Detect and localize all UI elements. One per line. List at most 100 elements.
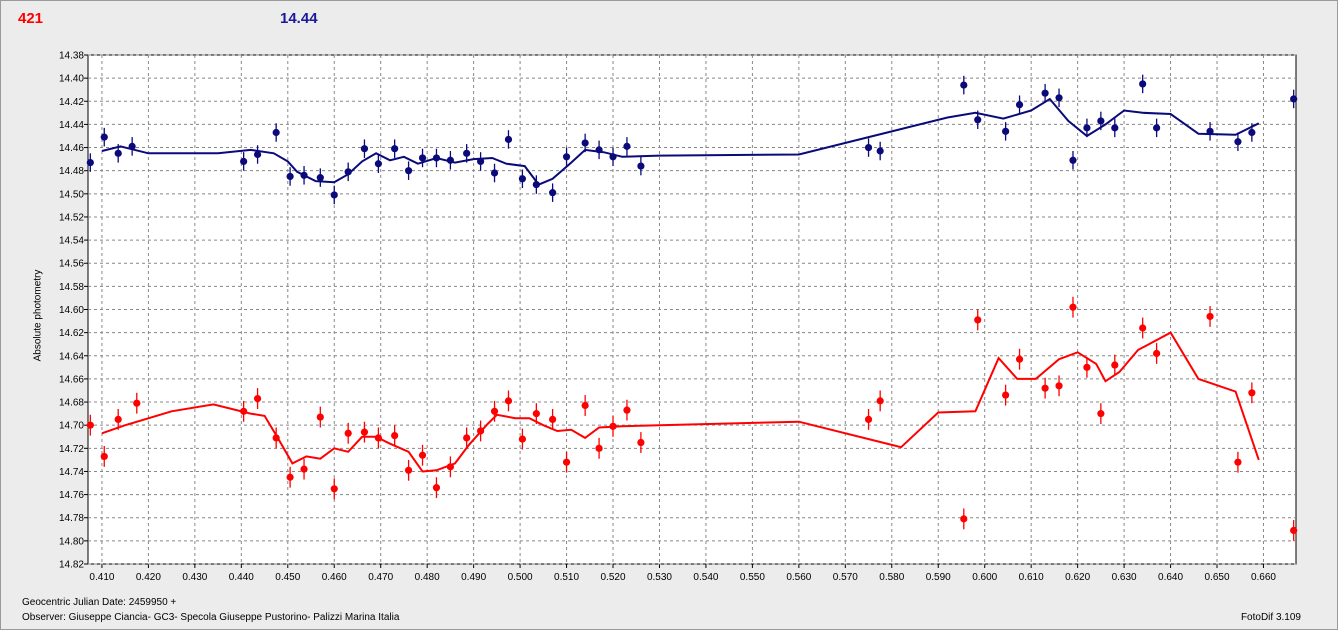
observation-count: 421 — [18, 10, 44, 27]
y-tick-label: 14.66 — [59, 374, 84, 385]
series-1-data-point — [330, 191, 338, 199]
x-tick-label: 0.490 — [461, 572, 486, 583]
x-tick-label: 0.520 — [600, 572, 625, 583]
x-tick-label: 0.550 — [740, 572, 765, 583]
series-2-data-point — [100, 452, 108, 461]
series-1-data-point — [240, 157, 248, 166]
series-1-data-point — [253, 150, 262, 159]
series-2-data-point — [864, 415, 873, 423]
series-2-data-point — [581, 401, 589, 410]
series-1-data-point — [1206, 127, 1214, 135]
y-tick-label: 14.64 — [59, 351, 84, 362]
series-1-data-point — [418, 154, 427, 162]
y-tick-label: 14.82 — [59, 560, 84, 571]
x-tick-label: 0.470 — [368, 572, 393, 583]
y-tick-label: 14.60 — [59, 305, 84, 316]
x-tick-label: 0.480 — [415, 572, 440, 583]
x-tick-label: 0.590 — [926, 572, 951, 583]
y-tick-label: 14.76 — [59, 490, 84, 501]
x-tick-label: 0.450 — [275, 572, 300, 583]
series-1-data-point — [1069, 156, 1077, 164]
series-2-data-point — [463, 434, 471, 442]
series-1-data-point — [360, 145, 369, 153]
series-1-data-point — [504, 135, 513, 144]
x-tick-label: 0.650 — [1204, 572, 1229, 583]
x-tick-label: 0.540 — [693, 572, 718, 583]
series-1-data-point — [1290, 95, 1298, 103]
x-tick-label: 0.460 — [322, 572, 347, 583]
series-2-data-point — [518, 435, 527, 443]
series-1-data-point — [1248, 128, 1256, 137]
x-tick-label: 0.620 — [1065, 572, 1090, 583]
y-tick-label: 14.42 — [59, 97, 84, 108]
series-2-data-point — [1015, 355, 1024, 363]
series-2-data-point — [1248, 389, 1256, 397]
series-2-data-point — [974, 316, 982, 324]
y-tick-label: 14.44 — [59, 120, 84, 131]
series-2-data-point — [272, 434, 280, 442]
series-1-data-point — [562, 153, 571, 161]
series-1-data-point — [286, 172, 294, 181]
series-2-data-point — [637, 438, 645, 447]
series-1-data-point — [100, 133, 108, 141]
series-2-data-point — [1083, 363, 1091, 371]
series-1-data-point — [344, 168, 352, 176]
series-2-data-point — [286, 473, 294, 481]
series-1-data-point — [1234, 138, 1242, 146]
x-tick-label: 0.660 — [1251, 572, 1276, 583]
series-2-data-point — [253, 394, 262, 403]
y-tick-label: 14.38 — [59, 51, 84, 62]
x-tick-label: 0.510 — [554, 572, 579, 583]
series-2-data-point — [477, 427, 485, 435]
series-2-data-point — [344, 429, 352, 437]
series-1-data-point — [490, 169, 499, 177]
series-1-data-point — [272, 128, 280, 137]
y-tick-label: 14.72 — [59, 444, 84, 455]
series-1-data-point — [463, 149, 471, 157]
y-tick-label: 14.48 — [59, 166, 84, 177]
series-2-data-point — [316, 413, 324, 421]
y-tick-label: 14.58 — [59, 282, 84, 293]
series-2-data-point — [1139, 324, 1147, 332]
series-1-data-point — [86, 158, 94, 167]
series-2-data-point — [330, 485, 338, 493]
series-2-data-point — [404, 466, 413, 474]
series-1-data-point — [374, 160, 382, 168]
series-2-data-point — [1111, 361, 1119, 369]
y-tick-label: 14.74 — [59, 467, 84, 478]
series-2-data-point — [960, 515, 968, 523]
series-1-data-point — [432, 154, 441, 162]
series-1-data-point — [974, 116, 982, 124]
y-tick-label: 14.68 — [59, 398, 84, 409]
series-1-data-point — [1111, 124, 1119, 132]
series-2-data-point — [1002, 391, 1010, 399]
series-1-fit-curve — [101, 97, 1260, 186]
series-1-data-point — [1055, 94, 1063, 102]
y-tick-label: 14.50 — [59, 189, 84, 200]
series-1-data-point — [1015, 101, 1024, 109]
series-2-data-point — [374, 434, 382, 442]
series-1-data-point — [1097, 117, 1105, 125]
series-2-data-point — [532, 410, 540, 418]
y-tick-label: 14.70 — [59, 421, 84, 432]
series-2-data-point — [240, 407, 248, 415]
series-1-data-point — [595, 146, 603, 154]
series-1-data-point — [114, 149, 122, 157]
series-2-data-point — [86, 421, 94, 429]
series-1-data-point — [316, 174, 324, 182]
series-2-data-point — [1097, 410, 1105, 418]
series-2-data-point — [446, 463, 454, 471]
mean-magnitude: 14.44 — [280, 10, 318, 27]
series-2-data-point — [1041, 384, 1049, 392]
series-2-data-point — [300, 465, 308, 473]
series-1-data-point — [532, 180, 540, 189]
series-2-data-point — [549, 415, 557, 423]
series-2-data-point — [1234, 458, 1242, 466]
series-2-data-point — [114, 415, 122, 423]
series-1-data-point — [477, 157, 485, 166]
series-2-data-point — [1153, 349, 1161, 358]
y-axis-label: Absolute photometry — [32, 269, 44, 362]
x-tick-label: 0.420 — [136, 572, 161, 583]
series-1-data-point — [549, 189, 557, 197]
